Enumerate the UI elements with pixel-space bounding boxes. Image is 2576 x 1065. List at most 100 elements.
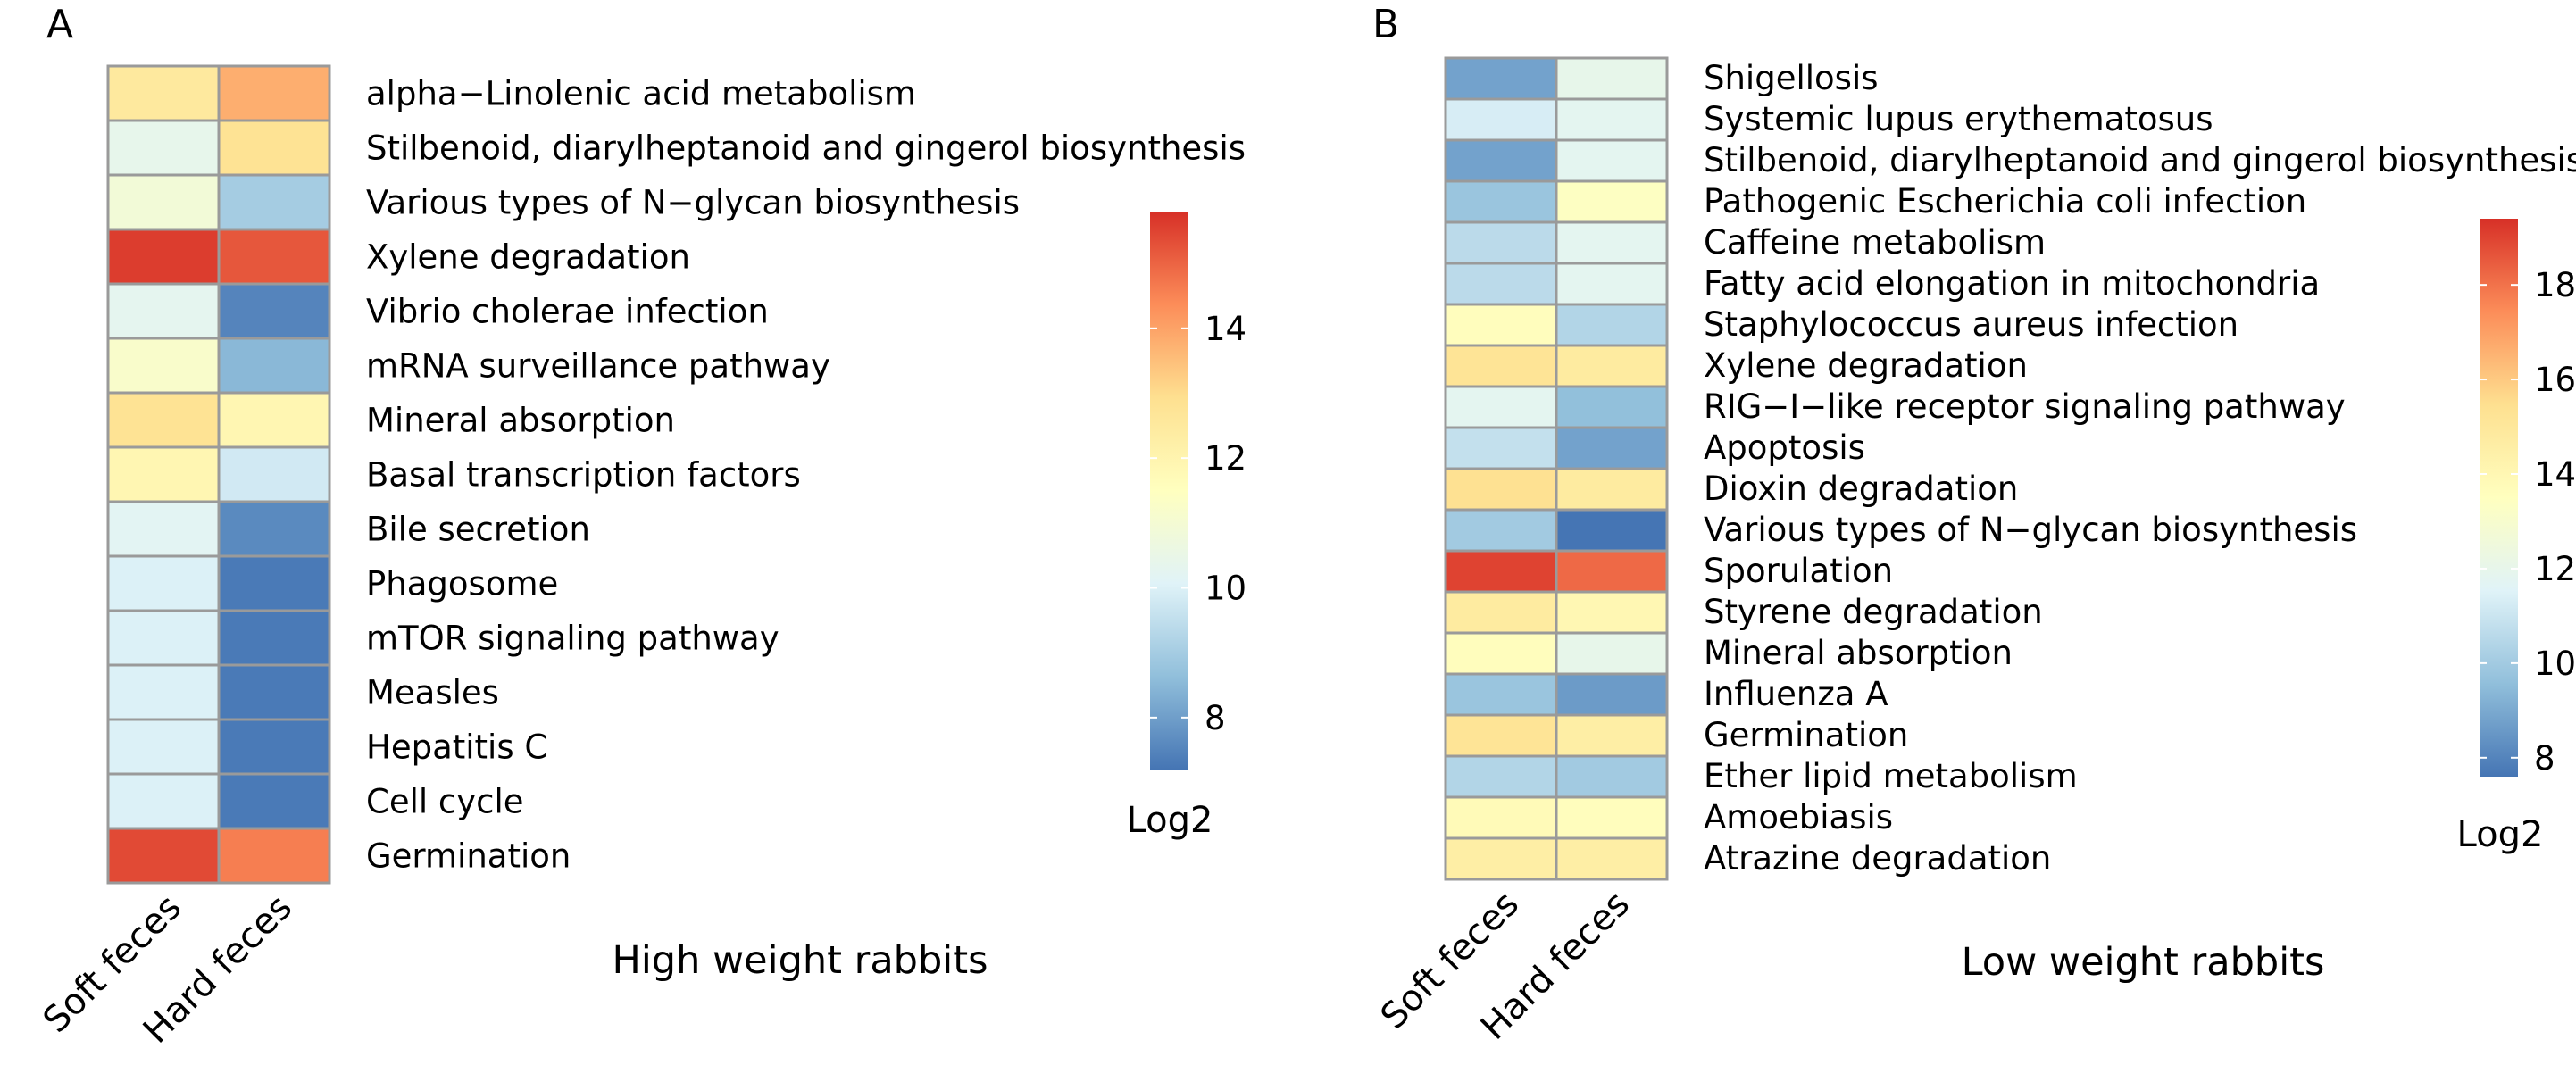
heatmap-cell (106, 663, 221, 721)
heatmap-cell (1444, 672, 1558, 717)
colorbar-tick-label: 12 (1205, 439, 1246, 478)
heatmap-cell (217, 718, 331, 776)
panel-a-title: High weight rabbits (613, 938, 988, 983)
panel-b-colorbar-ticks: 8 10 12 14 16 18 (2480, 266, 2576, 778)
row-label: Staphylococcus aureus infection (1704, 305, 2238, 344)
heatmap-cell (1444, 385, 1558, 429)
heatmap-cell (1444, 508, 1558, 553)
panel-a-colorbar (1150, 212, 1188, 770)
heatmap-cell (106, 500, 221, 558)
heatmap-cell (106, 337, 221, 395)
heatmap-cell (106, 64, 221, 122)
panel-a-heatmap: A alpha−Linolenic acid metabolism Stilben… (36, 2, 1246, 1052)
row-label: Bile secretion (366, 511, 590, 549)
heatmap-cell (1444, 303, 1558, 347)
row-label: Germination (1704, 716, 1908, 754)
row-label: Pathogenic Escherichia coli infection (1704, 182, 2306, 220)
heatmap-cell (217, 663, 331, 721)
heatmap-cell (1555, 385, 1669, 429)
panel-b-title: Low weight rabbits (1962, 940, 2325, 985)
heatmap-cell (1555, 713, 1669, 758)
heatmap-cell (217, 337, 331, 395)
heatmap-cell (1555, 344, 1669, 388)
colorbar-tick-label: 10 (1205, 570, 1246, 608)
row-label: Various types of N−glycan biosynthesis (366, 184, 1020, 222)
heatmap-cell (217, 772, 331, 830)
heatmap-cell (217, 827, 331, 885)
heatmap-cell (1444, 467, 1558, 512)
colorbar-tick-label: 8 (2534, 739, 2555, 778)
row-label: mRNA surveillance pathway (366, 347, 830, 386)
colorbar-tick-label: 10 (2534, 645, 2576, 683)
panel-b-colorbar (2480, 219, 2518, 777)
heatmap-cell (1555, 631, 1669, 676)
heatmap-cell (106, 282, 221, 340)
heatmap-cell (217, 64, 331, 122)
heatmap-cell (1444, 344, 1558, 388)
row-label: Sporulation (1704, 552, 1893, 590)
row-label: Mineral absorption (1704, 634, 2013, 672)
heatmap-cell (1555, 795, 1669, 840)
heatmap-cell (1444, 56, 1558, 101)
row-label: Dioxin degradation (1704, 470, 2018, 508)
heatmap-cell (1555, 467, 1669, 512)
heatmap-cell (106, 228, 221, 286)
row-label: Various types of N−glycan biosynthesis (1704, 511, 2357, 549)
panel-a-row-labels: alpha−Linolenic acid metabolism Stilbenoi… (366, 75, 1246, 876)
colorbar-tick-label: 14 (1205, 310, 1246, 348)
heatmap-cell (1444, 754, 1558, 799)
heatmap-cell (1444, 713, 1558, 758)
heatmap-cell (1555, 836, 1669, 881)
panel-a-cells (106, 64, 331, 885)
heatmap-cell (217, 500, 331, 558)
heatmap-cell (106, 772, 221, 830)
row-label: RIG−I−like receptor signaling pathway (1704, 387, 2346, 426)
heatmap-cell (1444, 138, 1558, 183)
heatmap-cell (217, 228, 331, 286)
row-label: Cell cycle (366, 783, 524, 821)
heatmap-cell (106, 827, 221, 885)
heatmap-cell (217, 282, 331, 340)
colorbar-tick-label: 14 (2534, 455, 2576, 494)
row-label: Caffeine metabolism (1704, 223, 2046, 262)
row-label: Atrazine degradation (1704, 839, 2051, 878)
heatmap-cell (106, 445, 221, 503)
heatmap-cell (217, 445, 331, 503)
row-label: Stilbenoid, diarylheptanoid and gingerol… (1704, 141, 2576, 179)
heatmap-cell (1555, 549, 1669, 594)
row-label: Apoptosis (1704, 428, 1865, 467)
colorbar-tick-label: 12 (2534, 550, 2576, 588)
heatmap-cell (1555, 426, 1669, 470)
row-label: Shigellosis (1704, 59, 1879, 97)
heatmap-cell (106, 718, 221, 776)
row-label: Styrene degradation (1704, 593, 2043, 631)
heatmap-cell (1555, 672, 1669, 717)
row-label: Xylene degradation (1704, 346, 2028, 385)
heatmap-cell (1444, 262, 1558, 306)
row-label: Vibrio cholerae infection (366, 293, 769, 331)
row-label: alpha−Linolenic acid metabolism (366, 75, 916, 113)
heatmap-cell (1555, 138, 1669, 183)
panel-a-legend-title: Log2 (1127, 800, 1213, 841)
heatmap-cell (1444, 631, 1558, 676)
row-label: Influenza A (1704, 675, 1888, 713)
panel-b-cells (1444, 56, 1669, 881)
heatmap-cell (106, 554, 221, 612)
heatmap-cell (1444, 795, 1558, 840)
row-label: Mineral absorption (366, 402, 675, 440)
heatmap-cell (217, 173, 331, 231)
heatmap-cell (1444, 220, 1558, 265)
colorbar-tick-label: 18 (2534, 266, 2576, 304)
heatmap-cell (1444, 97, 1558, 142)
row-label: Amoebiasis (1704, 798, 1893, 836)
heatmap-cell (217, 609, 331, 667)
row-label: Germination (366, 837, 571, 876)
heatmap-cell (1444, 179, 1558, 224)
heatmap-cell (1444, 426, 1558, 470)
row-label: Fatty acid elongation in mitochondria (1704, 264, 2320, 303)
heatmap-cell (1555, 262, 1669, 306)
row-label: Measles (366, 674, 499, 712)
